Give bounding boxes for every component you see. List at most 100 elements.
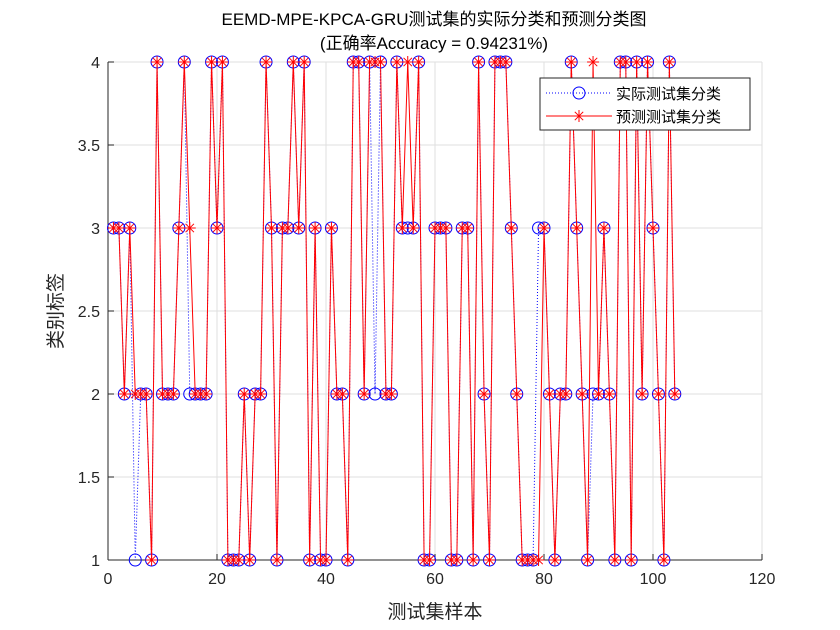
asterisk-stroke [670, 389, 680, 399]
predicted-point [254, 388, 267, 400]
y-tick-label: 3.5 [78, 138, 100, 155]
legend-label-predicted: 预测测试集分类 [616, 109, 721, 126]
series-predicted-line [113, 61, 676, 561]
asterisk-stroke [474, 57, 484, 67]
predicted-point [167, 388, 180, 400]
chart-title: EEMD-MPE-KPCA-GRU测试集的实际分类和预测分类图 [221, 10, 646, 29]
predicted-point [619, 56, 632, 68]
predicted-point [303, 554, 316, 566]
asterisk-stroke [484, 555, 495, 565]
y-tick-label: 2.5 [78, 304, 100, 321]
predicted-point [587, 56, 600, 68]
x-tick-label: 0 [104, 571, 113, 588]
predicted-point [140, 388, 153, 400]
predicted-point [287, 56, 300, 68]
asterisk-stroke [512, 389, 522, 399]
asterisk-stroke [245, 555, 255, 565]
predicted-point [390, 56, 403, 68]
predicted-point [374, 56, 387, 68]
predicted-point [657, 554, 670, 566]
predicted-point [483, 554, 496, 566]
predicted-point [668, 388, 681, 400]
predicted-point [407, 222, 420, 234]
predicted-point [565, 56, 578, 68]
predicted-point [341, 554, 354, 566]
predicted-point [396, 222, 409, 234]
predicted-point [499, 56, 512, 68]
asterisk-stroke [664, 57, 674, 67]
predicted-point [238, 388, 251, 400]
legend-item-actual: 实际测试集分类 [546, 86, 721, 103]
asterisk-stroke [506, 223, 516, 233]
predicted-point [401, 56, 414, 68]
asterisk-stroke [359, 389, 369, 399]
asterisk-stroke [533, 555, 544, 565]
predicted-point [581, 554, 594, 566]
predicted-point [597, 222, 610, 234]
asterisk-stroke [424, 555, 435, 565]
predicted-point [472, 56, 485, 68]
predicted-point [630, 56, 643, 68]
predicted-point [336, 388, 349, 400]
legend[interactable]: 实际测试集分类 预测测试集分类 [539, 77, 751, 131]
legend-asterisk [573, 110, 585, 122]
predicted-point [151, 56, 164, 68]
predicted-point [123, 222, 136, 234]
asterisk-stroke [310, 223, 320, 233]
predicted-point [216, 56, 229, 68]
asterisk-stroke [544, 389, 555, 399]
asterisk-stroke [452, 555, 462, 565]
predicted-point [270, 554, 283, 566]
predicted-point [358, 388, 371, 400]
asterisk-stroke [266, 223, 277, 233]
circle-marker-icon [572, 86, 586, 100]
asterisk-stroke [201, 389, 211, 399]
predicted-point [467, 554, 480, 566]
y-tick-label: 1.5 [78, 470, 100, 487]
predicted-point [243, 554, 256, 566]
predicted-point [309, 222, 322, 234]
predicted-point [385, 388, 398, 400]
asterisk-stroke [326, 223, 337, 233]
predicted-point [663, 56, 676, 68]
asterisk-stroke [125, 223, 135, 233]
asterisk-stroke [659, 555, 669, 565]
tick-labels: 0 20 40 60 80 100 120 1 1.5 2 2.5 3 3.5 4 [78, 55, 776, 588]
asterisk-stroke [593, 389, 604, 399]
asterisk-stroke [626, 555, 636, 565]
predicted-point [281, 222, 294, 234]
predicted-point [211, 222, 223, 234]
predicted-point [183, 222, 196, 234]
x-tick-label: 40 [317, 571, 335, 588]
predicted-point [478, 388, 491, 400]
asterisk-stroke [599, 223, 609, 233]
predicted-point [325, 222, 338, 234]
asterisk-stroke [234, 555, 244, 565]
asterisk-stroke [337, 389, 347, 399]
predicted-point [636, 388, 649, 400]
x-tick-label: 100 [640, 571, 667, 588]
predicted-point [205, 56, 218, 68]
predicted-point [450, 554, 463, 566]
actual-point [128, 553, 142, 567]
x-tick-label: 80 [535, 571, 553, 588]
predicted-point [178, 56, 191, 68]
predicted-point [118, 388, 131, 400]
predicted-point [510, 388, 523, 400]
predicted-point [412, 56, 425, 68]
predicted-point [603, 388, 616, 400]
asterisk-stroke [648, 223, 658, 233]
asterisk-stroke [212, 223, 222, 233]
asterisk-stroke [375, 57, 386, 67]
asterisk-stroke [408, 223, 418, 233]
y-axis-label: 类别标签 [45, 273, 67, 349]
predicted-point [641, 56, 654, 68]
asterisk-stroke [588, 57, 598, 67]
predicted-point [172, 222, 185, 234]
predicted-point [625, 554, 638, 566]
predicted-point [505, 222, 518, 234]
asterisk-stroke [343, 555, 353, 565]
asterisk-stroke [239, 389, 249, 399]
predicted-point [647, 222, 659, 234]
